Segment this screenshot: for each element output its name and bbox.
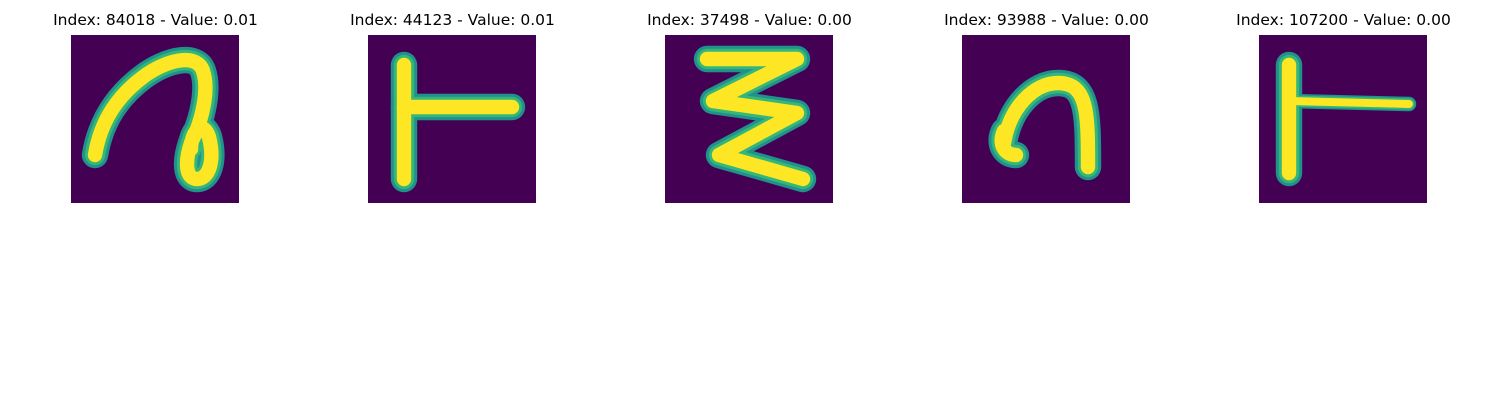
handwritten-stroke [988,69,1102,181]
handwritten-stroke [1275,51,1417,187]
image-panel-4: Index: 93988 - Value: 0.00 [898,0,1195,210]
glyph-image [368,35,536,203]
panel-title: Index: 84018 - Value: 0.01 [53,11,258,29]
handwritten-stroke [693,45,817,193]
handwritten-stroke [390,51,526,193]
glyph-image [665,35,833,203]
panel-title: Index: 37498 - Value: 0.00 [647,11,852,29]
panel-title: Index: 93988 - Value: 0.00 [944,11,1149,29]
handwritten-stroke [81,46,225,193]
glyph-image [71,35,239,203]
glyph-image [1259,35,1427,203]
glyph-image [962,35,1130,203]
image-panel-3: Index: 37498 - Value: 0.00 [601,0,898,210]
image-panel-5: Index: 107200 - Value: 0.00 [1195,0,1492,210]
image-background [962,35,1130,203]
panel-title: Index: 44123 - Value: 0.01 [350,11,555,29]
image-panel-1: Index: 84018 - Value: 0.01 [7,0,304,210]
panel-title: Index: 107200 - Value: 0.00 [1236,11,1451,29]
image-panel-2: Index: 44123 - Value: 0.01 [304,0,601,210]
